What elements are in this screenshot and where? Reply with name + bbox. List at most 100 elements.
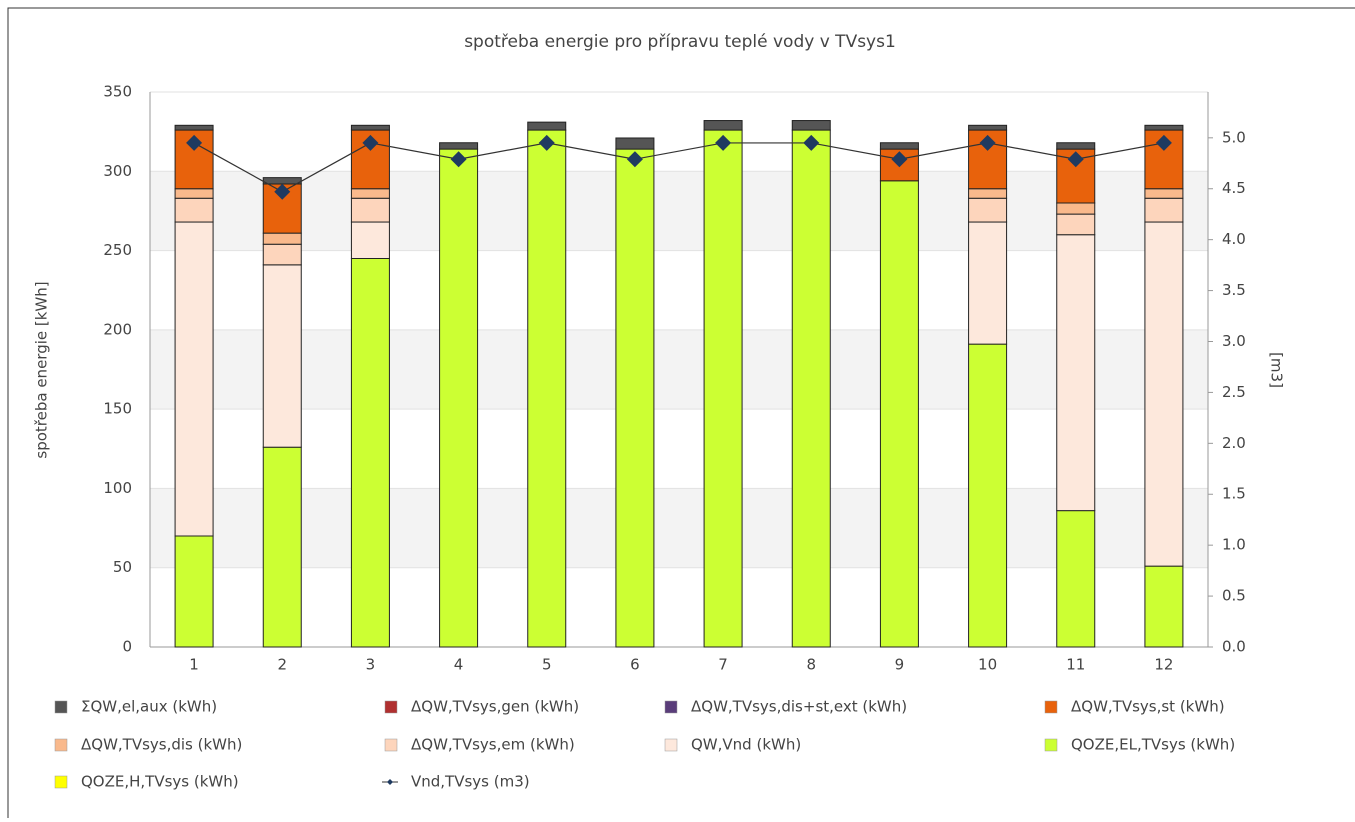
bar-segment bbox=[1056, 213, 1096, 236]
bar-segment bbox=[1144, 197, 1184, 223]
line-marker bbox=[626, 151, 643, 168]
bar-segment bbox=[350, 188, 390, 199]
y2-tick-label: 5.0 bbox=[1222, 128, 1246, 146]
bar-segment bbox=[350, 124, 390, 131]
y2-tick-label: 2.5 bbox=[1222, 383, 1246, 401]
legend-label: QOZE,EL,TVsys (kWh) bbox=[1071, 736, 1235, 754]
bar-segment bbox=[968, 197, 1008, 223]
legend-label: Vnd,TVsys (m3) bbox=[411, 773, 530, 791]
bar-segment bbox=[439, 142, 479, 150]
bar-segment bbox=[968, 221, 1008, 345]
y2-tick-label: 4.5 bbox=[1222, 179, 1246, 197]
legend-label: QW,Vnd (kWh) bbox=[691, 736, 801, 754]
bar-segment bbox=[174, 535, 214, 648]
bar-segment bbox=[879, 180, 919, 648]
bar-segment bbox=[615, 137, 655, 150]
legend-swatch bbox=[54, 775, 68, 789]
x-tick-label: 3 bbox=[366, 656, 376, 674]
bar-segment bbox=[615, 148, 655, 648]
legend-swatch bbox=[664, 700, 678, 714]
legend-label: ΔQW,TVsys,st (kWh) bbox=[1071, 698, 1225, 716]
bar-segment bbox=[1144, 565, 1184, 648]
legend-swatch bbox=[384, 738, 398, 752]
y-tick-label: 250 bbox=[103, 241, 132, 259]
y2-tick-label: 1.0 bbox=[1222, 536, 1246, 554]
bar-segment bbox=[174, 124, 214, 131]
x-tick-label: 8 bbox=[806, 656, 816, 674]
x-tick-label: 10 bbox=[978, 656, 997, 674]
chart-title: spotřeba energie pro přípravu teplé vody… bbox=[464, 32, 896, 52]
bar-segment bbox=[1056, 202, 1096, 215]
x-tick-label: 5 bbox=[542, 656, 552, 674]
y2-axis-label: [m3] bbox=[1268, 352, 1286, 388]
legend-swatch bbox=[664, 738, 678, 752]
bar-segment bbox=[350, 221, 390, 259]
bar-segment bbox=[174, 221, 214, 537]
y2-tick-label: 3.0 bbox=[1222, 332, 1246, 350]
legend-swatch bbox=[54, 738, 68, 752]
bar-segment bbox=[879, 142, 919, 150]
bar-segment bbox=[703, 129, 743, 648]
bar-segment bbox=[1144, 221, 1184, 567]
y-tick-label: 100 bbox=[103, 479, 132, 497]
legend-label: ΔQW,TVsys,dis+st,ext (kWh) bbox=[691, 698, 907, 716]
legend-label: ΔQW,TVsys,em (kWh) bbox=[411, 736, 575, 754]
bar-segment bbox=[1056, 234, 1096, 512]
legend-label: ΔQW,TVsys,dis (kWh) bbox=[81, 736, 242, 754]
bar-segment bbox=[174, 188, 214, 199]
line bbox=[193, 142, 1165, 193]
bar-segment bbox=[262, 232, 302, 245]
bar-segment bbox=[968, 188, 1008, 199]
y2-tick-label: 0.0 bbox=[1222, 638, 1246, 656]
bar-segment bbox=[262, 264, 302, 448]
grid-band bbox=[150, 488, 1208, 568]
x-tick-label: 6 bbox=[630, 656, 640, 674]
bar-segment bbox=[791, 129, 831, 648]
y-tick-label: 300 bbox=[103, 162, 132, 180]
y2-tick-label: 1.5 bbox=[1222, 485, 1246, 503]
legend-label: QOZE,H,TVsys (kWh) bbox=[81, 773, 239, 791]
x-tick-label: 1 bbox=[189, 656, 199, 674]
bar-segment bbox=[262, 446, 302, 648]
grid-band bbox=[150, 171, 1208, 251]
bar-segment bbox=[439, 148, 479, 648]
y2-tick-label: 0.5 bbox=[1222, 587, 1246, 605]
x-tick-label: 4 bbox=[454, 656, 464, 674]
grid-band bbox=[150, 329, 1208, 410]
line-marker bbox=[538, 134, 555, 151]
y2-tick-label: 2.0 bbox=[1222, 434, 1246, 452]
y2-tick-label: 3.5 bbox=[1222, 281, 1246, 299]
y-tick-label: 200 bbox=[103, 320, 132, 338]
legend-label: ΣQW,el,aux (kWh) bbox=[81, 698, 217, 716]
x-tick-label: 2 bbox=[277, 656, 287, 674]
line-marker bbox=[803, 134, 820, 151]
y-tick-label: 50 bbox=[113, 558, 132, 576]
y-tick-label: 0 bbox=[122, 638, 132, 656]
line-marker bbox=[450, 151, 467, 168]
legend-swatch bbox=[384, 700, 398, 714]
legend-marker bbox=[387, 779, 393, 785]
bar-segment bbox=[1144, 124, 1184, 131]
bar-segment bbox=[350, 197, 390, 223]
y-tick-label: 350 bbox=[103, 83, 132, 101]
line-marker bbox=[362, 134, 379, 151]
line-marker bbox=[715, 134, 732, 151]
bar-segment bbox=[262, 177, 302, 185]
bar-segment bbox=[527, 121, 567, 131]
line-marker bbox=[274, 183, 291, 200]
x-tick-label: 9 bbox=[895, 656, 905, 674]
bar-segment bbox=[791, 120, 831, 131]
x-tick-label: 11 bbox=[1066, 656, 1085, 674]
border bbox=[7, 7, 1355, 822]
legend-swatch bbox=[1044, 738, 1058, 752]
y2-tick-label: 4.0 bbox=[1222, 230, 1246, 248]
line-marker bbox=[891, 151, 908, 168]
y-axis-label: spotřeba energie [kWh] bbox=[33, 281, 51, 458]
bar-segment bbox=[350, 258, 390, 648]
legend-swatch bbox=[54, 700, 68, 714]
bar-segment bbox=[527, 129, 567, 648]
bar-segment bbox=[1056, 142, 1096, 150]
line-marker bbox=[1155, 134, 1172, 151]
bar-segment bbox=[262, 243, 302, 266]
